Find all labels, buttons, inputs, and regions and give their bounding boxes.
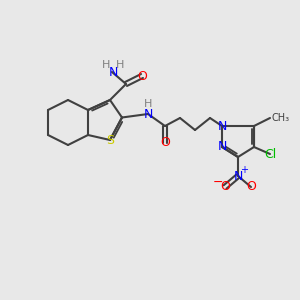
Text: O: O (137, 70, 147, 83)
Text: H: H (102, 60, 110, 70)
Text: N: N (217, 119, 227, 133)
Text: N: N (217, 140, 227, 154)
Text: N: N (108, 65, 118, 79)
Text: +: + (240, 165, 248, 175)
Text: N: N (233, 169, 243, 182)
Text: Cl: Cl (264, 148, 276, 160)
Text: N: N (143, 107, 153, 121)
Text: S: S (106, 134, 114, 146)
Text: CH₃: CH₃ (272, 113, 290, 123)
Text: −: − (213, 176, 223, 188)
Text: H: H (144, 99, 152, 109)
Text: O: O (220, 181, 230, 194)
Text: H: H (116, 60, 124, 70)
Text: O: O (160, 136, 170, 149)
Text: O: O (246, 181, 256, 194)
